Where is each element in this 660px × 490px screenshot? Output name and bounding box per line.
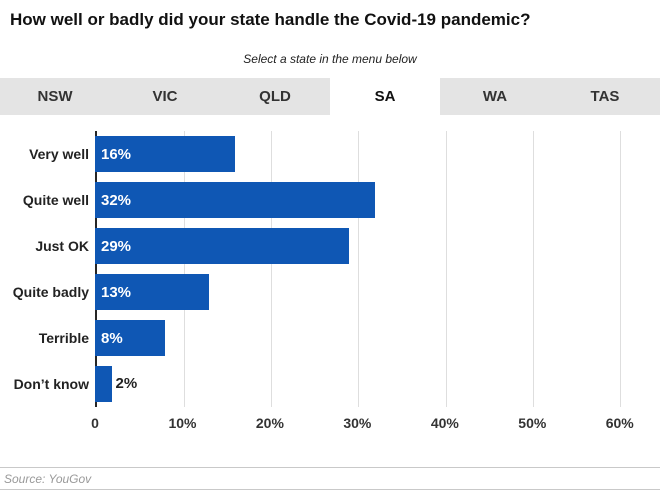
bar-track: 8% bbox=[95, 320, 646, 356]
bar-row: Quite well 32% bbox=[0, 177, 660, 223]
gridline bbox=[532, 131, 534, 407]
bar: 16% bbox=[95, 136, 235, 172]
bar-row: Quite badly 13% bbox=[0, 269, 660, 315]
bar-track: 2% bbox=[95, 366, 646, 402]
x-tick-label: 30% bbox=[343, 415, 372, 431]
bar bbox=[95, 366, 113, 402]
plot-area bbox=[95, 131, 646, 407]
bar-chart: Very well 16% Quite well 32% Just OK 29% Quite… bbox=[0, 131, 660, 433]
bar-track: 29% bbox=[95, 228, 646, 264]
tab-tas[interactable]: TAS bbox=[590, 88, 620, 105]
bar-row: Terrible 8% bbox=[0, 315, 660, 361]
x-axis: 0 10% 20% 30% 40% 50% 60% bbox=[91, 411, 646, 433]
tab-nsw[interactable]: NSW bbox=[37, 88, 73, 105]
value-label: 8% bbox=[101, 329, 123, 347]
bar: 32% bbox=[95, 182, 375, 218]
value-label: 13% bbox=[101, 283, 132, 301]
gridline bbox=[271, 131, 273, 407]
category-label: Terrible bbox=[38, 330, 89, 346]
bar: 29% bbox=[95, 228, 349, 264]
page-title: How well or badly did your state handle … bbox=[10, 10, 531, 29]
source-label: Source: YouGov bbox=[4, 471, 92, 486]
x-tick-label: 0 bbox=[91, 415, 99, 431]
value-label: 16% bbox=[101, 145, 132, 163]
category-label: Very well bbox=[29, 146, 89, 162]
x-tick-label: 40% bbox=[430, 415, 459, 431]
x-tick-label: 60% bbox=[605, 415, 634, 431]
x-tick-label: 50% bbox=[518, 415, 547, 431]
gridline bbox=[358, 131, 360, 407]
tab-sa[interactable]: SA bbox=[330, 78, 440, 115]
category-label: Quite well bbox=[22, 192, 89, 208]
category-label: Just OK bbox=[35, 238, 89, 254]
bar-rows: Very well 16% Quite well 32% Just OK 29% Quite… bbox=[0, 131, 660, 407]
tab-qld[interactable]: QLD bbox=[259, 88, 291, 105]
bar-track: 32% bbox=[95, 182, 646, 218]
category-label: Quite badly bbox=[12, 284, 89, 300]
value-label: 2% bbox=[115, 375, 138, 392]
chart-subtitle: Select a state in the menu below bbox=[243, 52, 417, 66]
gridline bbox=[445, 131, 447, 407]
tab-wa[interactable]: WA bbox=[482, 88, 508, 105]
state-tab-bar: NSW VIC QLD SA WA TAS bbox=[0, 78, 660, 115]
bar-row: Very well 16% bbox=[0, 131, 660, 177]
value-label: 32% bbox=[101, 191, 132, 209]
bar: 8% bbox=[95, 320, 165, 356]
gridline bbox=[619, 131, 621, 407]
bar-track: 16% bbox=[95, 136, 646, 172]
value-label: 29% bbox=[101, 237, 132, 255]
bar-track: 13% bbox=[95, 274, 646, 310]
bar-row: Don’t know 2% bbox=[0, 361, 660, 407]
category-label: Don’t know bbox=[13, 376, 89, 392]
gridline bbox=[184, 131, 186, 407]
bar: 13% bbox=[95, 274, 209, 310]
tab-vic[interactable]: VIC bbox=[152, 88, 178, 105]
source-bar: Source: YouGov bbox=[0, 467, 660, 490]
x-tick-label: 10% bbox=[168, 415, 197, 431]
bar-row: Just OK 29% bbox=[0, 223, 660, 269]
x-tick-label: 20% bbox=[255, 415, 284, 431]
